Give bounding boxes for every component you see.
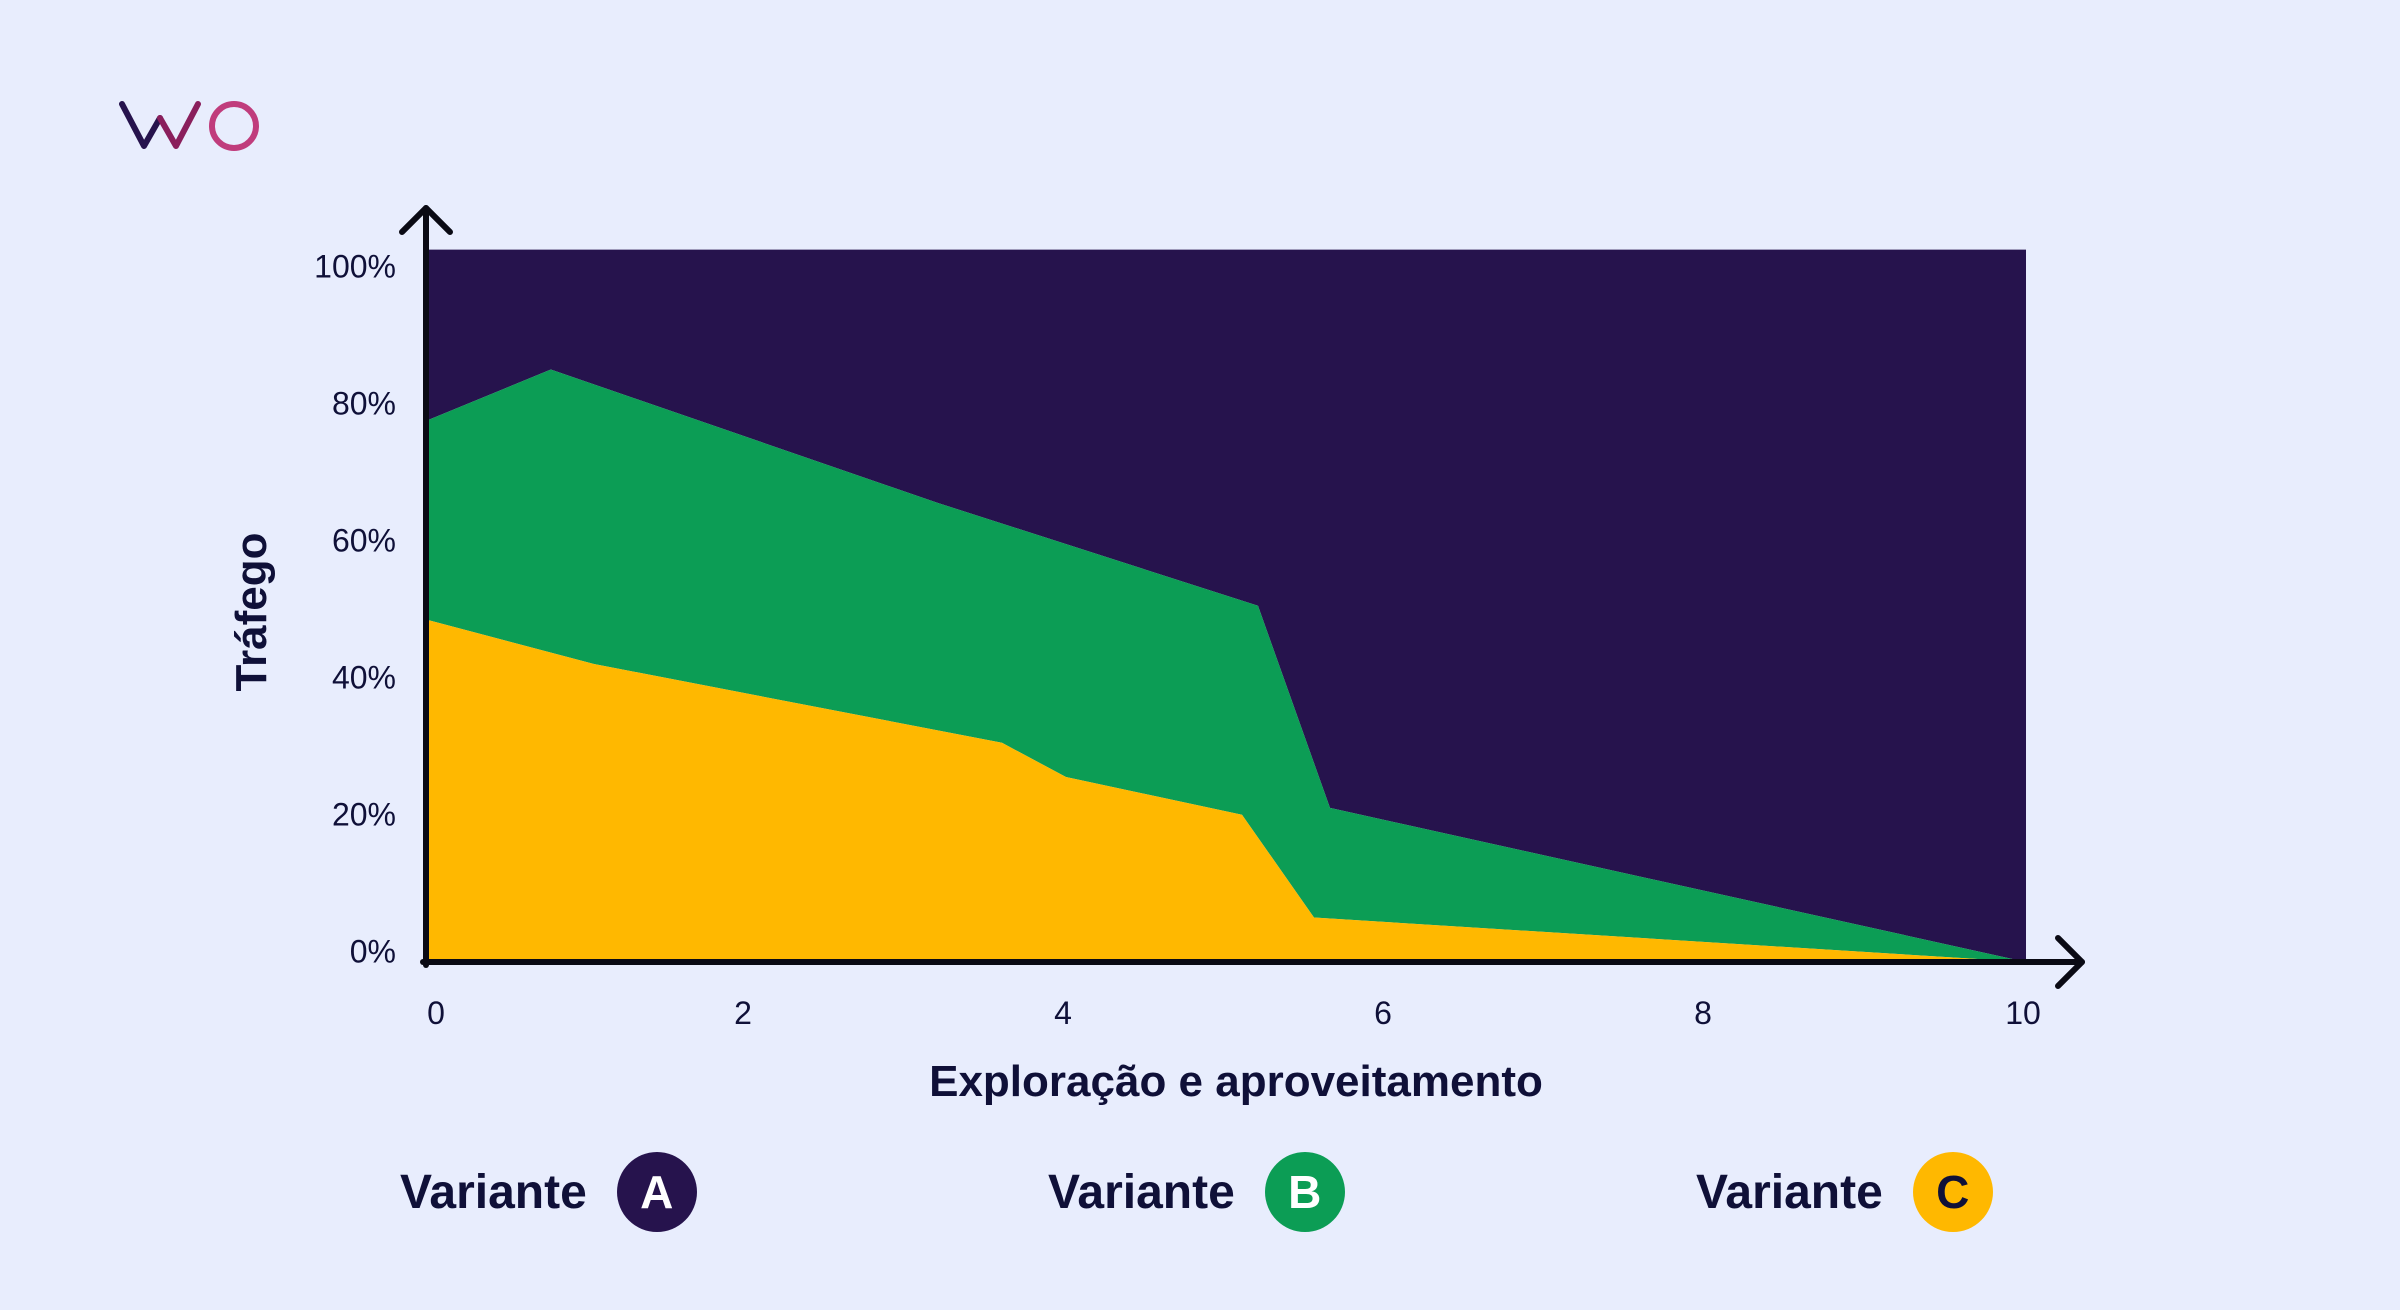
x-tick-label: 2 — [734, 995, 752, 1031]
legend-badge-c: C — [1912, 1152, 1993, 1232]
x-tick-label: 4 — [1054, 995, 1072, 1031]
legend-label: Variante — [1048, 1165, 1235, 1219]
legend: Variante A Variante B Variante C — [0, 1150, 2400, 1234]
y-tick-label: 80% — [332, 385, 396, 421]
x-tick-label: 8 — [1694, 995, 1712, 1031]
area-series-c — [426, 619, 2026, 962]
legend-label: Variante — [400, 1165, 587, 1219]
y-tick-label: 40% — [332, 659, 396, 695]
area-series-b — [426, 369, 2026, 962]
y-tick-label: 20% — [332, 796, 396, 832]
x-tick-label: 10 — [2005, 995, 2041, 1031]
area-series-a — [426, 249, 2026, 963]
y-axis-title: Tráfego — [227, 533, 276, 692]
legend-badge-a: A — [616, 1152, 697, 1232]
x-axis-title: Exploração e aproveitamento — [929, 1057, 1543, 1106]
y-tick-label: 0% — [350, 933, 396, 969]
vwo-logo — [119, 101, 259, 151]
y-tick-label: 100% — [314, 248, 396, 284]
legend-label: Variante — [1696, 1165, 1883, 1219]
legend-badge-b: B — [1264, 1152, 1345, 1232]
x-axis-arrow — [2055, 935, 2085, 989]
y-tick-label: 60% — [332, 522, 396, 558]
x-tick-label: 0 — [427, 995, 445, 1031]
x-tick-label: 6 — [1374, 995, 1392, 1031]
legend-item-b: Variante B — [1048, 1150, 1345, 1234]
legend-item-a: Variante A — [400, 1150, 697, 1234]
y-axis-arrow — [399, 205, 453, 235]
legend-item-c: Variante C — [1696, 1150, 1993, 1234]
